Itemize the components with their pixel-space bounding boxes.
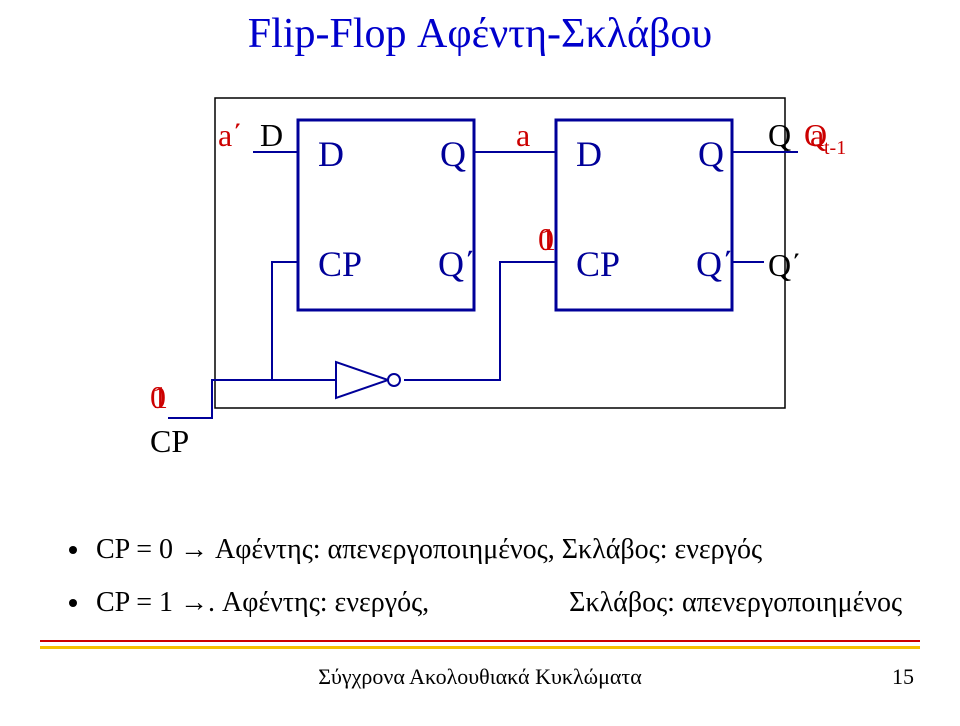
svg-text:CP: CP — [576, 244, 620, 284]
bullet-item: CP = 1 →. Αφέντης: ενεργός, Σκλάβος: απε… — [92, 586, 902, 619]
svg-text:Q: Q — [440, 134, 466, 174]
svg-text:CP: CP — [318, 244, 362, 284]
svg-text:t-1: t-1 — [824, 137, 846, 159]
divider — [40, 640, 920, 649]
svg-text:D: D — [318, 134, 344, 174]
flipflop-diagram: DQCPQ΄DQCPQ΄a΄DaQQ΄Qat-10101CP — [0, 0, 960, 520]
page-number: 15 — [892, 664, 914, 690]
svg-text:a΄: a΄ — [218, 117, 243, 153]
svg-text:Q: Q — [768, 117, 791, 153]
svg-text:Q΄: Q΄ — [768, 247, 802, 283]
bullet-list: CP = 0 → Αφέντης: απενεργοποιημένος, Σκλ… — [68, 533, 902, 639]
svg-text:a: a — [516, 117, 530, 153]
svg-text:D: D — [576, 134, 602, 174]
svg-text:1: 1 — [540, 221, 556, 257]
bullet-item: CP = 0 → Αφέντης: απενεργοποιημένος, Σκλ… — [92, 533, 902, 566]
svg-text:Q΄: Q΄ — [696, 244, 734, 284]
svg-text:CP: CP — [150, 423, 189, 459]
svg-text:1: 1 — [152, 379, 168, 415]
svg-text:D: D — [260, 117, 283, 153]
divider-red — [40, 640, 920, 642]
svg-text:Q: Q — [698, 134, 724, 174]
svg-text:Q΄: Q΄ — [438, 244, 476, 284]
footer-text: Σύγχρονα Ακολουθιακά Κυκλώματα — [0, 664, 960, 690]
divider-yellow — [40, 646, 920, 649]
svg-text:a: a — [810, 117, 824, 153]
